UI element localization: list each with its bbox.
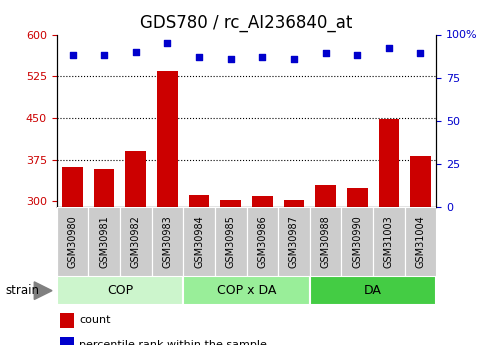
Bar xyxy=(183,207,215,276)
Point xyxy=(353,52,361,58)
Text: percentile rank within the sample: percentile rank within the sample xyxy=(79,339,267,345)
Point xyxy=(132,49,140,55)
Text: strain: strain xyxy=(5,284,39,297)
Bar xyxy=(347,188,367,207)
Bar xyxy=(94,169,114,207)
Bar xyxy=(215,207,246,276)
Point xyxy=(195,54,203,60)
Bar xyxy=(405,207,436,276)
Bar xyxy=(61,337,74,345)
Bar xyxy=(341,207,373,276)
Bar xyxy=(379,119,399,207)
Text: GSM30988: GSM30988 xyxy=(320,215,331,268)
Bar xyxy=(126,151,146,207)
Point xyxy=(100,52,108,58)
Bar xyxy=(373,207,405,276)
Text: GSM30987: GSM30987 xyxy=(289,215,299,268)
Point xyxy=(258,54,266,60)
Bar xyxy=(61,313,74,328)
Bar xyxy=(189,195,210,207)
Text: GDS780 / rc_AI236840_at: GDS780 / rc_AI236840_at xyxy=(141,14,352,32)
Text: COP x DA: COP x DA xyxy=(217,284,276,297)
Text: GSM30985: GSM30985 xyxy=(226,215,236,268)
Text: DA: DA xyxy=(364,284,382,297)
Bar xyxy=(310,276,436,305)
Bar xyxy=(57,207,88,276)
Text: COP: COP xyxy=(107,284,133,297)
Point xyxy=(290,56,298,61)
Bar xyxy=(57,276,183,305)
Bar xyxy=(183,276,310,305)
Bar xyxy=(316,185,336,207)
Point xyxy=(69,52,76,58)
Bar xyxy=(88,207,120,276)
Polygon shape xyxy=(35,282,52,299)
Bar xyxy=(62,167,83,207)
Text: count: count xyxy=(79,315,111,325)
Bar xyxy=(120,207,152,276)
Text: GSM30983: GSM30983 xyxy=(162,215,173,268)
Bar xyxy=(152,207,183,276)
Bar xyxy=(310,207,341,276)
Text: GSM30990: GSM30990 xyxy=(352,215,362,268)
Bar xyxy=(252,196,273,207)
Point xyxy=(164,40,172,46)
Bar xyxy=(410,156,431,207)
Bar xyxy=(283,200,304,207)
Text: GSM30986: GSM30986 xyxy=(257,215,267,268)
Bar xyxy=(278,207,310,276)
Text: GSM31003: GSM31003 xyxy=(384,215,394,268)
Point xyxy=(417,51,424,56)
Bar xyxy=(157,71,177,207)
Point xyxy=(385,46,393,51)
Text: GSM30984: GSM30984 xyxy=(194,215,204,268)
Text: GSM30981: GSM30981 xyxy=(99,215,109,268)
Text: GSM31004: GSM31004 xyxy=(416,215,425,268)
Text: GSM30980: GSM30980 xyxy=(68,215,77,268)
Point xyxy=(227,56,235,61)
Text: GSM30982: GSM30982 xyxy=(131,215,141,268)
Bar xyxy=(220,200,241,207)
Bar xyxy=(246,207,278,276)
Point xyxy=(321,51,329,56)
